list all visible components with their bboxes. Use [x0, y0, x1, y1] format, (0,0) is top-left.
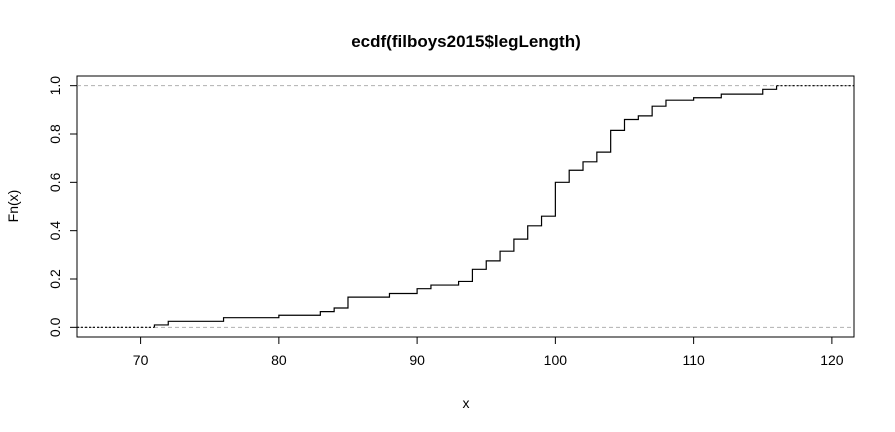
- y-tick-label: 0.2: [47, 269, 63, 289]
- y-tick-label: 0.4: [47, 221, 63, 241]
- y-tick-label: 0.8: [47, 124, 63, 144]
- plot-area: [76, 75, 855, 338]
- x-axis-label: x: [463, 395, 470, 411]
- x-tick-label: 110: [682, 352, 705, 368]
- x-tick-label: 100: [544, 352, 568, 368]
- ecdf-step-line: [153, 85, 778, 328]
- y-axis: 0.0 0.2 0.4 0.6 0.8 1.0: [47, 76, 78, 337]
- y-tick-label: 0.0: [47, 317, 63, 337]
- x-tick-label: 90: [409, 352, 425, 368]
- reference-lines: [77, 85, 854, 328]
- y-tick-label: 1.0: [47, 76, 63, 96]
- y-axis-label: Fn(x): [5, 190, 21, 223]
- ecdf-series: [77, 85, 854, 328]
- x-tick-label: 70: [133, 352, 149, 368]
- x-tick-label: 120: [820, 352, 844, 368]
- x-tick-label: 80: [271, 352, 287, 368]
- y-tick-label: 0.6: [47, 172, 63, 192]
- x-axis: 70 80 90 100 110 120: [133, 336, 844, 368]
- chart-title: ecdf(filboys2015$legLength): [351, 32, 581, 51]
